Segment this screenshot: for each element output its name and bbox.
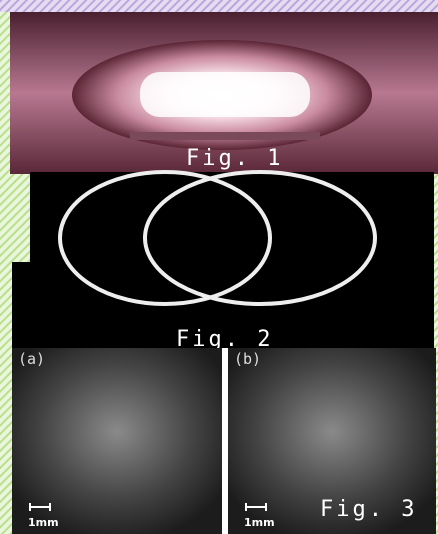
panel-a	[12, 348, 222, 534]
scale-bar	[245, 503, 267, 511]
figure-label: Fig. 2	[176, 327, 273, 352]
scale-label: 1mm	[244, 516, 275, 529]
ring	[58, 170, 272, 306]
panel-label: (b)	[234, 350, 261, 368]
ring	[143, 170, 377, 306]
panel-label: (a)	[18, 350, 45, 368]
scale-label: 1mm	[28, 516, 59, 529]
figure-2: Fig. 2	[12, 170, 434, 352]
figure-label: Fig. 3	[320, 497, 417, 522]
figure-3: (a) (b) 1mm 1mm Fig. 3	[12, 348, 436, 534]
figure-label: Fig. 1	[186, 146, 283, 171]
top-hatch	[0, 0, 438, 12]
electrode	[130, 132, 320, 140]
plasma-core	[140, 72, 310, 117]
panel-b	[228, 348, 436, 534]
scale-bar	[29, 503, 51, 511]
figure-1: Fig. 1	[10, 12, 438, 174]
